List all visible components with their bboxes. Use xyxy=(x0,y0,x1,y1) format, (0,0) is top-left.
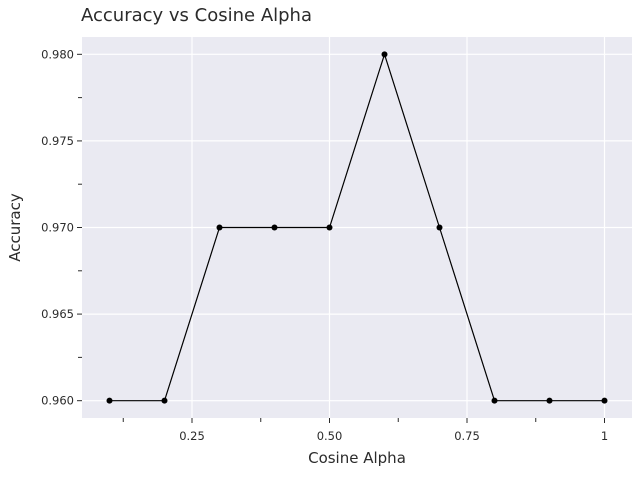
chart-title: Accuracy vs Cosine Alpha xyxy=(81,5,312,26)
data-point xyxy=(106,397,113,404)
x-axis-ticks: 0.25 0.50 0.75 1 xyxy=(122,418,608,443)
x-tick-label: 1 xyxy=(601,429,608,443)
series-lines xyxy=(109,52,605,402)
data-point xyxy=(326,224,333,231)
data-point xyxy=(381,51,388,58)
x-tick-label: 0.50 xyxy=(317,429,343,443)
y-tick-label: 0.965 xyxy=(41,307,74,321)
x-tick-label: 0.75 xyxy=(454,429,480,443)
data-point xyxy=(491,397,498,404)
data-point xyxy=(546,397,553,404)
data-point xyxy=(271,224,278,231)
y-tick-label: 0.970 xyxy=(41,221,74,235)
data-point xyxy=(436,224,443,231)
x-axis-label: Cosine Alpha xyxy=(308,449,406,467)
data-point xyxy=(601,397,608,404)
series-points xyxy=(106,51,608,404)
y-axis-label: Accuracy xyxy=(6,193,24,262)
series-line xyxy=(109,52,605,402)
x-tick-label: 0.25 xyxy=(179,429,205,443)
y-tick-label: 0.980 xyxy=(41,47,74,61)
data-point xyxy=(216,224,223,231)
data-point xyxy=(161,397,168,404)
y-tick-label: 0.960 xyxy=(41,394,74,408)
y-axis-ticks: 0.960 0.965 0.970 0.975 0.980 xyxy=(41,47,82,408)
y-tick-label: 0.975 xyxy=(41,134,74,148)
